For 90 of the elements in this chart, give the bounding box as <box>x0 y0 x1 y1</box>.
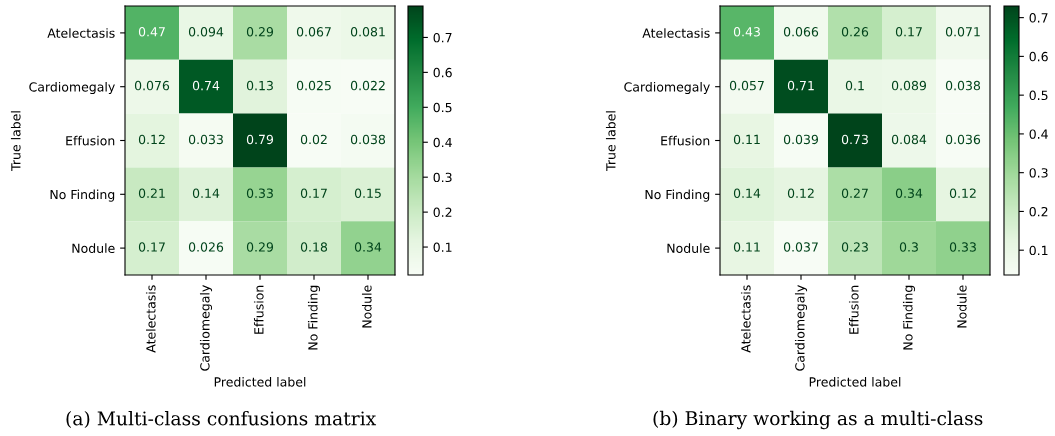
data-label: 0.036 <box>945 134 981 145</box>
data-label: 0.057 <box>729 80 764 91</box>
data-label: 0.067 <box>296 27 331 37</box>
data-label: 0.038 <box>945 80 981 91</box>
data-label: 0.1 <box>845 80 864 91</box>
data-label: 0.34 <box>354 242 382 252</box>
data-label: 0.14 <box>733 188 761 198</box>
data-label: 0.43 <box>733 27 760 37</box>
text: (b) Binary working as a multi-class <box>653 410 983 430</box>
y-tick-label: Nodule <box>72 243 115 254</box>
x-tick-label: Cardiomegaly <box>199 285 213 371</box>
x-tick-label: Cardiomegaly <box>794 285 808 371</box>
color-bar-label: 0.6 <box>433 67 452 78</box>
data-label: 0.13 <box>246 80 273 91</box>
data-label: 0.11 <box>733 242 760 252</box>
data-label: 0.039 <box>783 134 819 145</box>
y-tick-label: Atelectasis <box>642 28 710 38</box>
color-bar-label: 0.5 <box>433 102 452 113</box>
x-tick-label: Nodule <box>361 285 372 328</box>
data-label: 0.066 <box>783 27 819 37</box>
data-label: 0.033 <box>188 134 223 145</box>
data-label: 0.11 <box>733 134 760 145</box>
x-tick-label: No Finding <box>902 285 916 350</box>
data-label: 0.73 <box>841 134 868 145</box>
y-axis-title: True label <box>605 111 616 171</box>
x-tick-label: Effusion <box>253 285 264 334</box>
data-label: 0.15 <box>354 188 381 198</box>
data-label: 0.29 <box>246 27 274 37</box>
data-label: 0.23 <box>841 242 868 252</box>
data-label: 0.084 <box>891 134 927 145</box>
data-label: 0.025 <box>296 80 331 91</box>
data-label: 0.12 <box>949 188 976 198</box>
color-bar-label: 0.2 <box>433 207 452 218</box>
data-label: 0.18 <box>300 242 328 252</box>
x-tick-label: Effusion <box>848 285 859 334</box>
data-label: 0.21 <box>138 188 165 198</box>
color-bar-label: 0.1 <box>433 242 452 252</box>
data-label: 0.33 <box>949 242 976 252</box>
data-label: 0.14 <box>192 188 220 198</box>
data-label: 0.022 <box>350 80 385 91</box>
data-label: 0.74 <box>192 80 220 91</box>
y-tick-label: Nodule <box>667 243 710 254</box>
x-tick-label: Atelectasis <box>740 285 751 353</box>
data-label: 0.026 <box>188 242 224 252</box>
data-label: 0.71 <box>787 80 814 91</box>
y-tick-label: Cardiomegaly <box>624 81 710 95</box>
data-label: 0.038 <box>350 134 386 145</box>
color-bar-label: 0.7 <box>1029 13 1048 23</box>
data-label: 0.02 <box>300 134 327 145</box>
y-axis-title: True label <box>10 111 21 171</box>
data-label: 0.26 <box>841 27 869 37</box>
data-label: 0.12 <box>787 188 814 198</box>
data-label: 0.33 <box>246 188 273 198</box>
color-bar-label: 0.2 <box>1029 206 1048 217</box>
data-label: 0.089 <box>891 80 927 91</box>
x-tick-label: Nodule <box>956 285 967 328</box>
data-label: 0.12 <box>138 134 165 145</box>
x-tick-label: No Finding <box>307 285 321 350</box>
color-bar-label: 0.4 <box>1029 129 1048 139</box>
data-label: 0.17 <box>895 27 922 37</box>
y-tick-label: Effusion <box>66 135 115 146</box>
data-label: 0.3 <box>899 242 918 252</box>
color-bar-label: 0.6 <box>1029 51 1048 62</box>
color-bar-label: 0.4 <box>433 137 452 148</box>
x-axis-title: Predicted label <box>214 376 306 387</box>
y-tick-label: Atelectasis <box>47 28 115 38</box>
text: (a) Multi-class confusions matrix <box>66 410 377 429</box>
color-bar-label: 0.5 <box>1029 90 1048 101</box>
data-label: 0.076 <box>134 80 170 91</box>
data-label: 0.037 <box>783 242 818 252</box>
data-label: 0.29 <box>246 242 274 252</box>
y-tick-label: Effusion <box>661 135 710 146</box>
data-label: 0.17 <box>138 242 165 252</box>
color-bar-label: 0.3 <box>433 172 452 183</box>
data-label: 0.071 <box>945 27 980 37</box>
y-tick-label: Cardiomegaly <box>29 81 115 95</box>
y-tick-label: No Finding <box>50 189 115 202</box>
x-tick-label: Atelectasis <box>145 285 156 353</box>
data-label: 0.27 <box>841 188 868 198</box>
color-bar-label: 0.1 <box>1029 245 1048 256</box>
data-label: 0.094 <box>188 27 224 37</box>
data-label: 0.79 <box>246 134 274 145</box>
data-label: 0.081 <box>350 27 385 37</box>
data-label: 0.34 <box>895 188 923 198</box>
data-label: 0.47 <box>138 27 165 37</box>
color-bar-label: 0.7 <box>433 32 452 43</box>
x-axis-title: Predicted label <box>809 376 901 387</box>
data-label: 0.17 <box>300 188 327 198</box>
y-tick-label: No Finding <box>645 189 710 202</box>
color-bar-label: 0.3 <box>1029 168 1048 178</box>
